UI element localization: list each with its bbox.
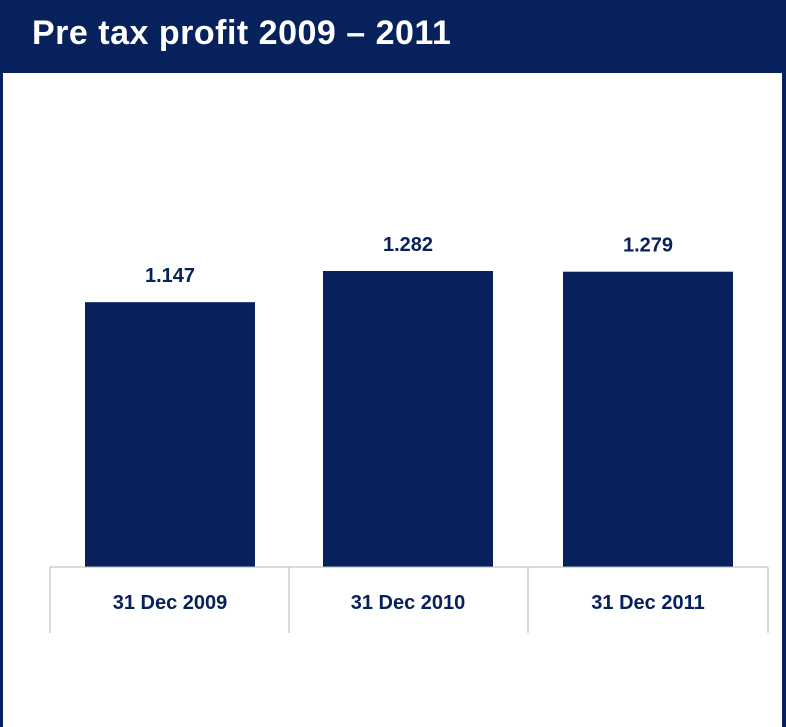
bar-3 bbox=[563, 271, 733, 567]
frame-left-border bbox=[0, 73, 3, 727]
category-label-1: 31 Dec 2009 bbox=[113, 592, 228, 614]
bar-2 bbox=[323, 271, 493, 567]
category-label-2: 31 Dec 2010 bbox=[351, 592, 466, 614]
bar-1 bbox=[85, 302, 255, 567]
bars-layer bbox=[85, 271, 733, 567]
page-title: Pre tax profit 2009 – 2011 bbox=[32, 14, 452, 52]
bar-value-label-2: 1.282 bbox=[383, 234, 433, 256]
labels-layer: 1.147 1.282 1.279 31 Dec 2009 31 Dec 2010 31 … bbox=[113, 234, 705, 614]
category-table bbox=[49, 566, 769, 633]
bar-value-label-3: 1.279 bbox=[623, 235, 673, 257]
frame-right-border bbox=[782, 73, 786, 727]
bar-value-label-1: 1.147 bbox=[145, 265, 195, 287]
category-label-3: 31 Dec 2011 bbox=[591, 592, 704, 614]
title-bar: Pre tax profit 2009 – 2011 bbox=[0, 0, 786, 73]
